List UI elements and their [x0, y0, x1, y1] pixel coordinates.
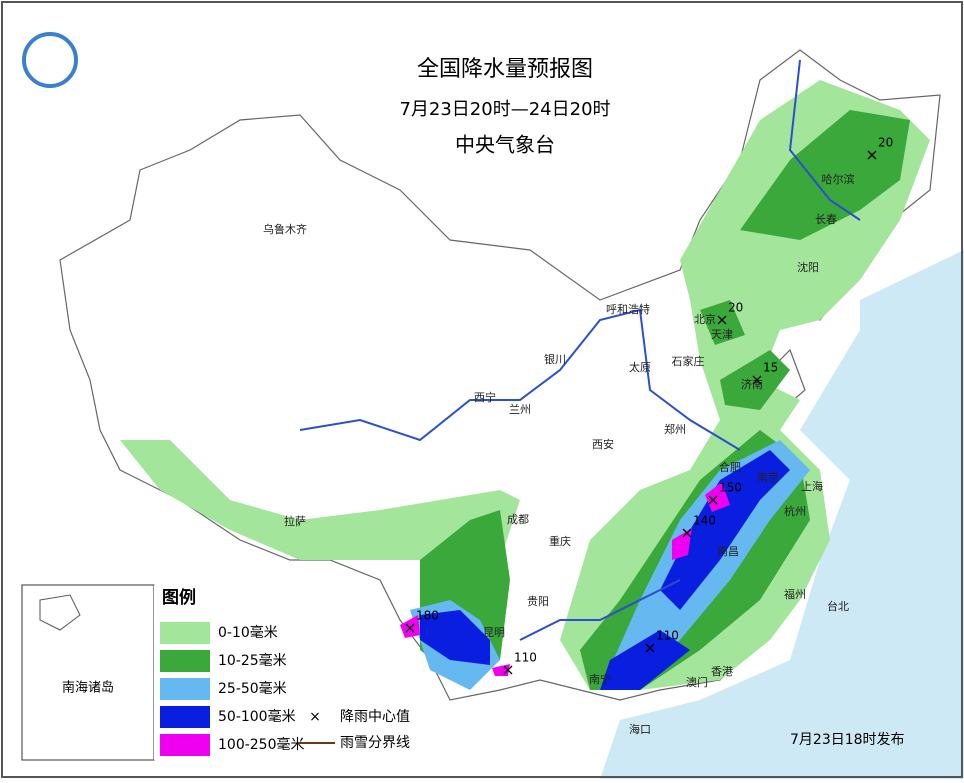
center-mark: [503, 665, 513, 675]
title: 全国降水量预报图: [417, 57, 593, 82]
footer: 7月23日18时发布: [790, 732, 905, 748]
legend-label: 0-10毫米: [218, 624, 278, 641]
legend-symbol: ×: [309, 709, 321, 725]
river: [299, 59, 861, 641]
legend-label: 100-250毫米: [218, 736, 305, 753]
city-label: 济南: [741, 377, 763, 391]
rain-center-value: 110: [656, 629, 679, 643]
inset-label: 南海诸岛: [62, 680, 114, 696]
rain-center-value: 20: [878, 136, 893, 150]
city-label: 天津: [711, 328, 733, 341]
city-label: 沈阳: [797, 260, 819, 274]
city-label: 兰州: [509, 403, 531, 416]
legend-label: 10-25毫米: [218, 652, 287, 669]
city-label: 重庆: [549, 534, 571, 548]
city-label: 成都: [507, 513, 529, 526]
city-label: 北京: [694, 312, 716, 326]
center-mark: [717, 315, 727, 325]
legend-swatch: [160, 622, 210, 644]
legend-swatch: [160, 734, 210, 756]
city-label: 石家庄: [672, 354, 705, 368]
legend-swatch: [160, 678, 210, 700]
city-label: 香港: [711, 665, 733, 678]
city-label: 西宁: [474, 390, 496, 404]
issuer: 中央气象台: [455, 133, 555, 157]
center-mark: [867, 150, 877, 160]
inset-land: [39, 594, 81, 631]
legend-label: 50-100毫米: [218, 708, 296, 725]
center-mark: [405, 623, 415, 633]
city-label: 南宁: [589, 672, 611, 686]
city-label: 福州: [784, 587, 806, 601]
city-label: 长春: [815, 213, 837, 226]
rain-area: [700, 110, 910, 410]
rain-center-value: 180: [416, 609, 439, 623]
city-label: 乌鲁木齐: [263, 222, 307, 236]
center-mark: [645, 643, 655, 653]
rain-center-value: 140: [693, 514, 716, 528]
city-label: 杭州: [784, 504, 806, 518]
city-label: 西安: [592, 437, 614, 451]
center-mark: [752, 375, 762, 385]
city-label: 太原: [629, 361, 651, 374]
sea: [600, 250, 964, 779]
legend-label: 25-50毫米: [218, 680, 287, 697]
city-label: 上海: [801, 479, 823, 493]
logo: [22, 32, 78, 88]
rain-area: [120, 440, 520, 560]
legend-box: [154, 585, 334, 760]
city-label: 郑州: [664, 422, 686, 436]
city-label: 银川: [544, 352, 566, 366]
legend-title: 图例: [162, 587, 196, 608]
city-label: 澳门: [686, 675, 708, 689]
rain-center-value: 15: [763, 361, 778, 375]
rain-center-value: 20: [728, 301, 743, 315]
city-label: 台北: [827, 599, 849, 613]
city-label: 贵阳: [527, 595, 549, 608]
city-label: 合肥: [719, 460, 741, 474]
city-label: 南昌: [717, 545, 739, 558]
legend-swatch: [160, 650, 210, 672]
city-label: 呼和浩特: [606, 302, 650, 316]
legend-swatch: [160, 706, 210, 728]
city-label: 海口: [629, 722, 651, 736]
city-label: 拉萨: [284, 514, 306, 528]
center-mark: [708, 495, 718, 505]
city-label: 南京: [757, 470, 779, 484]
legend-label: 降雨中心值: [340, 709, 410, 725]
city-label: 昆明: [483, 626, 505, 639]
period: 7月23日20时—24日20时: [399, 99, 610, 120]
rain-area: [420, 450, 790, 690]
center-mark: [682, 528, 692, 538]
rain-center-value: 150: [719, 481, 742, 495]
rain-center-value: 110: [514, 651, 537, 665]
city-label: 哈尔滨: [822, 172, 855, 186]
legend-label: 雨雪分界线: [340, 735, 410, 751]
